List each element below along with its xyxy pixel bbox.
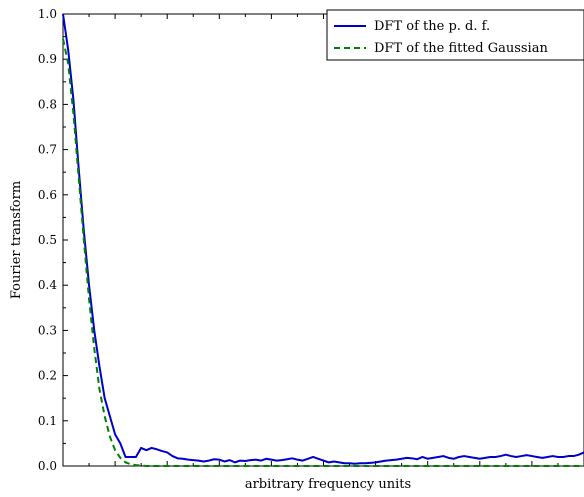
y-tick-label: 0.2: [38, 369, 57, 383]
plot-area: [62, 13, 584, 467]
y-tick-label: 0.5: [38, 233, 57, 247]
y-axis-ticks: 0.0 0.1 0.2 0.3 0.4 0.5 0.6 0.7 0.8 0.9 1.0: [38, 7, 68, 473]
y-tick-label: 0.4: [38, 278, 57, 292]
y-tick-label: 0.7: [38, 143, 57, 157]
y-tick-label: 0.9: [38, 52, 57, 66]
y-tick-label: 0.3: [38, 323, 57, 337]
legend-box: [326, 9, 584, 61]
x-axis-label: arbitrary frequency units: [245, 477, 411, 492]
y-tick-label: 0.6: [38, 188, 57, 202]
series-line-pdf: [62, 13, 584, 465]
legend: DFT of the p. d. f. DFT of the fitted Ga…: [326, 9, 584, 61]
series-line-gaussian: [62, 38, 584, 467]
legend-label-gaussian: DFT of the fitted Gaussian: [374, 41, 548, 56]
y-tick-label: 1.0: [38, 7, 57, 21]
series-layer: [62, 13, 584, 467]
legend-label-pdf: DFT of the p. d. f.: [374, 19, 490, 34]
y-tick-label: 0.1: [38, 414, 57, 428]
y-tick-label: 0.0: [38, 459, 57, 473]
y-tick-label: 0.8: [38, 97, 57, 111]
y-axis-label: Fourier transform: [9, 181, 24, 299]
